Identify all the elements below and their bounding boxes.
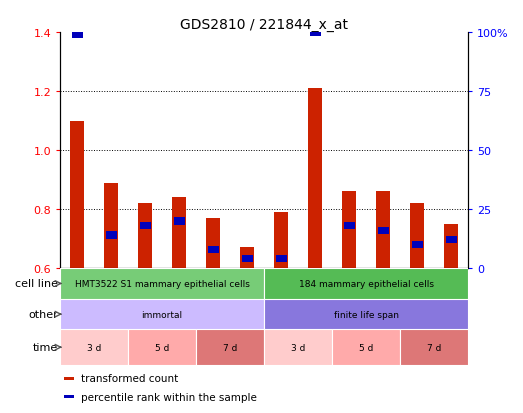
Bar — [264, 268, 468, 299]
Bar — [60, 330, 128, 365]
Bar — [138, 204, 152, 268]
Bar — [342, 192, 356, 268]
Text: percentile rank within the sample: percentile rank within the sample — [81, 392, 256, 402]
Text: cell line: cell line — [15, 279, 58, 289]
Bar — [72, 32, 83, 39]
Bar — [206, 218, 220, 268]
Bar — [140, 223, 151, 230]
Bar — [377, 192, 390, 268]
Text: immortal: immortal — [142, 310, 183, 319]
Bar — [60, 268, 264, 299]
Text: 7 d: 7 d — [223, 343, 237, 352]
Text: 3 d: 3 d — [87, 343, 101, 352]
Bar — [64, 396, 74, 399]
Bar — [64, 377, 74, 380]
Bar — [242, 255, 253, 263]
Bar — [70, 121, 84, 268]
Bar — [241, 248, 254, 268]
Text: 3 d: 3 d — [291, 343, 305, 352]
Bar — [378, 227, 389, 235]
Text: 5 d: 5 d — [359, 343, 373, 352]
Text: 184 mammary epithelial cells: 184 mammary epithelial cells — [299, 279, 434, 288]
Title: GDS2810 / 221844_x_at: GDS2810 / 221844_x_at — [180, 18, 348, 32]
Bar — [105, 183, 118, 268]
Bar — [264, 299, 468, 330]
Bar — [412, 241, 423, 249]
Bar — [276, 255, 287, 263]
Bar — [445, 224, 458, 268]
Bar — [174, 218, 185, 225]
Text: time: time — [33, 342, 58, 352]
Text: transformed count: transformed count — [81, 373, 178, 383]
Bar — [106, 232, 117, 239]
Bar — [309, 89, 322, 268]
Bar — [275, 213, 288, 268]
Bar — [411, 204, 424, 268]
Bar — [264, 330, 332, 365]
Bar — [344, 223, 355, 230]
Bar — [60, 299, 264, 330]
Bar — [400, 330, 468, 365]
Bar — [208, 246, 219, 253]
Bar — [196, 330, 264, 365]
Text: other: other — [28, 309, 58, 319]
Bar — [310, 29, 321, 37]
Bar — [332, 330, 400, 365]
Text: 5 d: 5 d — [155, 343, 169, 352]
Bar — [446, 237, 457, 244]
Text: 7 d: 7 d — [427, 343, 441, 352]
Text: finite life span: finite life span — [334, 310, 399, 319]
Text: HMT3522 S1 mammary epithelial cells: HMT3522 S1 mammary epithelial cells — [75, 279, 249, 288]
Bar — [173, 198, 186, 268]
Bar — [128, 330, 196, 365]
